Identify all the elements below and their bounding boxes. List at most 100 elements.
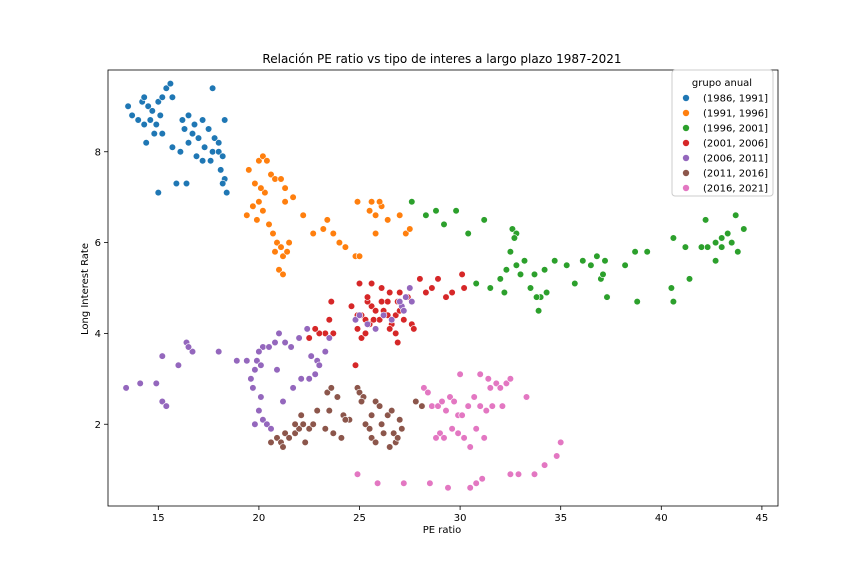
data-point bbox=[400, 307, 408, 315]
data-point bbox=[215, 148, 223, 156]
data-point bbox=[199, 116, 207, 124]
data-point bbox=[388, 316, 396, 324]
data-point bbox=[184, 139, 193, 147]
data-point bbox=[384, 411, 392, 419]
data-point bbox=[466, 443, 474, 451]
legend-item: (2006, 2011] bbox=[682, 154, 768, 165]
data-point bbox=[347, 302, 356, 310]
data-point bbox=[152, 379, 160, 388]
data-point bbox=[384, 298, 392, 306]
data-point bbox=[215, 139, 223, 147]
data-point bbox=[516, 270, 525, 279]
data-point bbox=[400, 316, 408, 324]
data-point bbox=[199, 157, 207, 165]
data-point bbox=[178, 116, 186, 124]
data-point bbox=[329, 229, 337, 238]
y-tick-label: 8 bbox=[95, 147, 101, 158]
x-tick-label: 35 bbox=[554, 513, 567, 524]
data-point bbox=[281, 429, 289, 437]
data-point bbox=[454, 429, 462, 437]
data-point bbox=[158, 397, 166, 406]
data-point bbox=[380, 429, 388, 437]
data-point bbox=[136, 379, 144, 388]
data-point bbox=[472, 425, 480, 433]
data-point bbox=[154, 189, 162, 197]
data-point bbox=[476, 402, 484, 410]
data-point bbox=[355, 388, 364, 397]
data-point bbox=[378, 420, 386, 428]
data-point bbox=[287, 343, 295, 351]
data-point bbox=[492, 379, 500, 388]
data-point bbox=[502, 266, 511, 274]
data-point bbox=[669, 234, 678, 242]
data-point bbox=[408, 298, 416, 306]
data-point bbox=[265, 343, 273, 351]
data-point bbox=[685, 275, 694, 283]
data-point bbox=[184, 111, 193, 119]
data-point bbox=[158, 93, 166, 101]
data-point bbox=[667, 284, 676, 292]
data-point bbox=[402, 229, 410, 238]
data-point bbox=[476, 370, 484, 378]
data-point bbox=[361, 329, 370, 338]
data-point bbox=[209, 84, 217, 92]
data-point bbox=[257, 184, 265, 192]
data-point bbox=[263, 157, 271, 165]
data-point bbox=[209, 148, 217, 156]
data-point bbox=[368, 302, 376, 310]
data-point bbox=[295, 425, 303, 433]
data-point bbox=[502, 379, 511, 388]
data-point bbox=[368, 279, 376, 288]
data-point bbox=[372, 307, 380, 315]
data-point bbox=[412, 397, 420, 406]
data-point bbox=[460, 434, 468, 442]
data-point bbox=[522, 393, 531, 401]
data-point bbox=[422, 288, 430, 297]
data-point bbox=[406, 225, 414, 233]
data-point bbox=[291, 429, 299, 437]
data-point bbox=[386, 288, 394, 297]
chart-title: Relación PE ratio vs tipo de interes a l… bbox=[262, 52, 621, 66]
data-point bbox=[701, 216, 710, 224]
data-point bbox=[508, 225, 517, 233]
x-tick-label: 30 bbox=[454, 513, 467, 524]
data-point bbox=[357, 334, 366, 342]
data-point bbox=[448, 288, 456, 297]
data-point bbox=[279, 252, 287, 260]
data-point bbox=[357, 397, 366, 406]
data-point bbox=[372, 397, 380, 406]
data-point bbox=[703, 243, 712, 251]
data-point bbox=[313, 407, 321, 415]
data-point bbox=[488, 402, 496, 410]
series-5 bbox=[122, 284, 416, 433]
legend: grupo anual (1986, 1991] (1991, 1996] (199… bbox=[671, 69, 774, 197]
data-point bbox=[275, 329, 283, 338]
data-point bbox=[458, 270, 466, 279]
data-point bbox=[303, 325, 311, 333]
data-point bbox=[249, 202, 257, 210]
data-point bbox=[363, 320, 372, 328]
data-point bbox=[289, 384, 297, 392]
data-point bbox=[388, 407, 396, 415]
data-point bbox=[396, 211, 404, 219]
data-point bbox=[297, 375, 305, 383]
data-point bbox=[146, 116, 154, 124]
data-point bbox=[219, 152, 227, 160]
data-point bbox=[219, 179, 227, 188]
data-point bbox=[392, 329, 400, 338]
data-point bbox=[366, 425, 374, 433]
data-point bbox=[540, 461, 549, 469]
data-point bbox=[267, 425, 275, 433]
data-point bbox=[402, 293, 410, 301]
data-point bbox=[372, 438, 380, 447]
data-point bbox=[144, 102, 152, 110]
data-point bbox=[734, 248, 742, 256]
data-point bbox=[368, 198, 376, 206]
data-point bbox=[486, 384, 494, 392]
data-point bbox=[128, 111, 136, 119]
legend-label: (2016, 2021] bbox=[703, 184, 768, 195]
data-point bbox=[563, 261, 571, 269]
data-point bbox=[540, 266, 549, 274]
legend-label: (1986, 1991] bbox=[703, 94, 768, 105]
data-point bbox=[158, 352, 166, 360]
